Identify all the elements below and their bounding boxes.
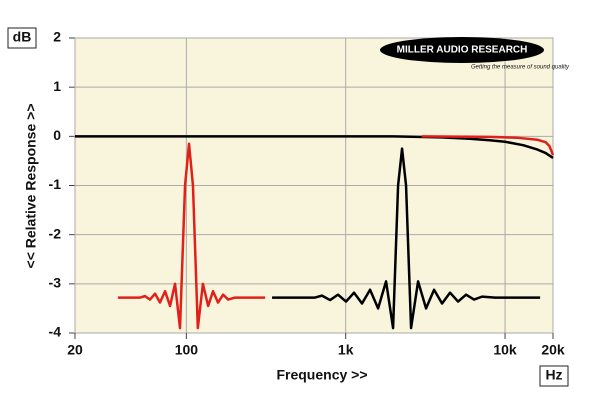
logo-text: MILLER AUDIO RESEARCH [397,45,528,56]
lines [75,135,555,330]
logo-tagline: Getting the measure of sound quality [471,65,570,71]
x-tick-label: 20 [67,342,83,358]
y-tick-label: -4 [49,324,62,340]
y-tick-label: 1 [53,78,61,94]
y-tick-label: 0 [53,127,61,143]
series-line [421,135,555,156]
series-line [75,135,554,160]
x-axis-label: Frequency >> [276,367,367,383]
x-tick-label: 1k [338,342,354,358]
y-tick-label: -1 [49,176,62,192]
series-line [117,142,266,330]
y-unit: dB [13,29,32,45]
y-tick-label: 2 [53,29,61,45]
unit-box [7,27,37,49]
logo: MILLER AUDIO RESEARCH Getting the measur… [380,37,570,71]
logo-badge [380,37,544,63]
y-axis-label: << Relative Response >> [23,104,39,269]
x-tick-label: 100 [175,342,199,358]
x-tick-label: 10k [493,342,517,358]
y-tick-label: -3 [49,275,62,291]
x-unit: Hz [545,367,562,383]
x-tick-label: 20k [541,342,565,358]
unit-box [539,365,569,387]
series-line [272,147,541,330]
y-tick-label: -2 [49,225,62,241]
